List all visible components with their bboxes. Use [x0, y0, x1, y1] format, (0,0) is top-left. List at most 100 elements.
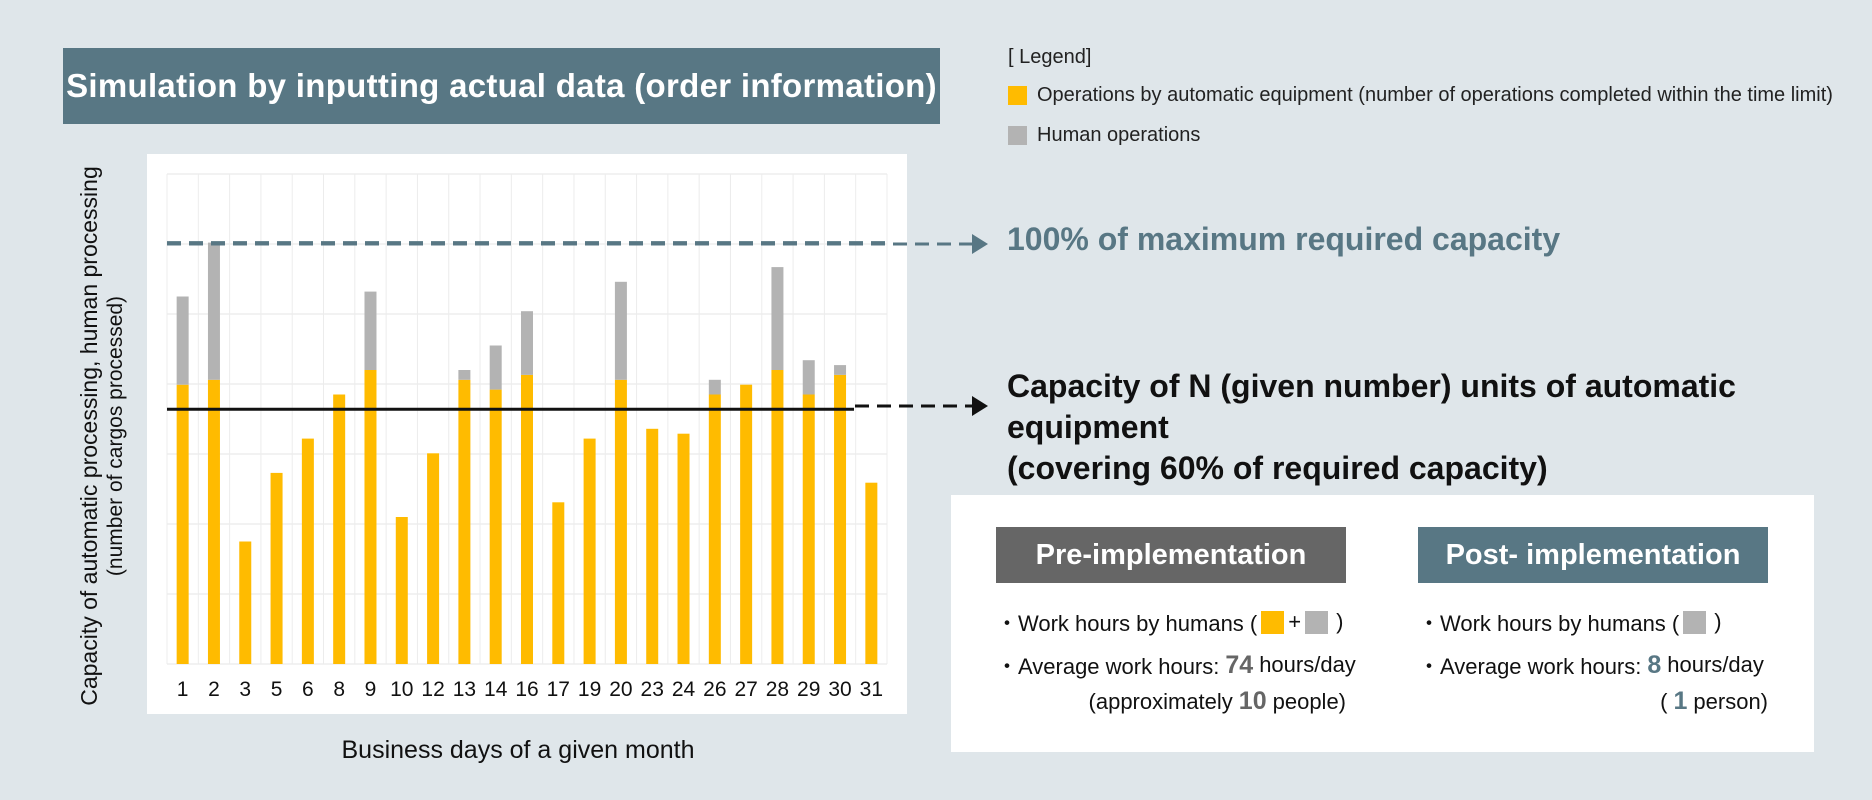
- bar-automatic: [708, 394, 721, 664]
- x-tick-label: 10: [390, 678, 413, 701]
- legend-swatch-automatic: [1008, 85, 1027, 105]
- bar-automatic: [395, 517, 408, 664]
- bar-automatic: [614, 379, 627, 664]
- x-tick-label: 14: [484, 678, 508, 701]
- x-tick-label: 27: [734, 678, 757, 701]
- bar-chart: 1 2 3 5 6 8 9 10 12 13 14 16 17 19 20 23 24 26 27 28 29 30 31: [166, 173, 888, 701]
- bar-automatic: [771, 370, 784, 664]
- post-people-suffix: person): [1693, 688, 1768, 714]
- bar-human: [708, 379, 721, 395]
- legend-label-human: Human operations: [1037, 123, 1201, 146]
- bar-automatic: [677, 433, 690, 664]
- post-average-hours-label: ・Average work hours:: [1418, 654, 1642, 679]
- post-close-paren: ): [1714, 609, 1722, 634]
- bar-automatic: [333, 394, 346, 664]
- post-hours-unit: hours/day: [1667, 652, 1764, 677]
- post-people-prefix: (: [1660, 688, 1668, 714]
- n-units-annotation-line2: (covering 60% of required capacity): [1007, 450, 1548, 486]
- bar-automatic: [489, 389, 502, 664]
- bar-human: [802, 360, 815, 395]
- bar-automatic: [740, 384, 753, 664]
- x-tick-label: 12: [421, 678, 444, 701]
- pre-plus-sign: +: [1288, 609, 1302, 634]
- post-average-hours-bullet: ・Average work hours: 8 hours/day: [1418, 649, 1764, 681]
- bar-automatic: [583, 438, 596, 664]
- bar-automatic: [802, 394, 815, 664]
- pre-average-hours-bullet: ・Average work hours: 74 hours/day: [996, 649, 1356, 681]
- post-hours-value: 8: [1647, 650, 1662, 679]
- x-tick-label: 26: [703, 678, 726, 701]
- pre-work-hours-text: ・Work hours by humans (: [996, 611, 1258, 636]
- bar-human: [207, 242, 220, 380]
- bar-automatic: [176, 384, 189, 664]
- x-tick-label: 29: [797, 678, 820, 701]
- x-tick-label: 2: [208, 678, 220, 701]
- pre-people-value: 10: [1238, 687, 1267, 715]
- bar-automatic: [301, 438, 314, 664]
- post-people-line: ( 1 person): [1660, 687, 1768, 716]
- x-tick-label: 24: [672, 678, 696, 701]
- legend: [ Legend] Operations by automatic equipm…: [1008, 46, 1833, 161]
- x-tick-label: 6: [302, 678, 314, 701]
- x-tick-label: 13: [453, 678, 476, 701]
- pre-people-prefix: (approximately: [1088, 688, 1233, 714]
- bar-human: [771, 267, 784, 370]
- bar-human: [176, 296, 189, 385]
- bar-human: [614, 281, 627, 380]
- bar-automatic: [834, 374, 847, 664]
- x-tick-label: 16: [515, 678, 538, 701]
- post-people-value: 1: [1673, 687, 1688, 715]
- bar-automatic: [552, 502, 565, 664]
- pre-average-hours-label: ・Average work hours:: [996, 654, 1220, 679]
- bar-automatic: [364, 370, 377, 664]
- pre-human-swatch: [1305, 610, 1329, 634]
- n-units-arrow-icon: [972, 396, 988, 416]
- bar-automatic: [427, 453, 440, 664]
- pre-automatic-swatch: [1261, 610, 1285, 634]
- chart-panel: 1 2 3 5 6 8 9 10 12 13 14 16 17 19 20 23 24 26 27 28 29 30 31: [147, 154, 907, 714]
- bar-automatic: [521, 374, 533, 664]
- pre-people-suffix: people): [1272, 688, 1346, 714]
- pre-hours-value: 74: [1225, 650, 1254, 679]
- bar-human: [489, 345, 502, 390]
- x-tick-label: 19: [578, 678, 601, 701]
- bar-human: [834, 365, 847, 375]
- x-tick-label: 1: [177, 678, 189, 701]
- n-units-annotation-line1: Capacity of N (given number) units of au…: [1007, 368, 1736, 445]
- x-tick-label: 17: [547, 678, 570, 701]
- x-axis-label: Business days of a given month: [341, 736, 695, 764]
- x-tick-label: 20: [609, 678, 632, 701]
- bar-human: [364, 291, 377, 370]
- x-tick-label: 3: [239, 678, 251, 701]
- post-work-hours-bullet: ・Work hours by humans ( ): [1418, 606, 1722, 638]
- n-units-annotation: Capacity of N (given number) units of au…: [1007, 366, 1872, 489]
- x-tick-label: 9: [365, 678, 377, 701]
- max-capacity-arrow-icon: [972, 234, 988, 254]
- bar-human: [458, 370, 471, 380]
- bar-human: [521, 311, 533, 375]
- legend-item-human: Human operations: [1008, 121, 1833, 149]
- x-tick-label: 23: [641, 678, 664, 701]
- x-tick-label: 30: [828, 678, 851, 701]
- y-axis-label: Capacity of automatic processing, human …: [62, 156, 142, 716]
- post-implementation-header: Post- implementation: [1418, 527, 1768, 583]
- comparison-panel: Pre-implementation Post- implementation …: [951, 495, 1814, 752]
- pre-implementation-header: Pre-implementation: [996, 527, 1346, 583]
- bar-automatic: [458, 379, 471, 664]
- post-work-hours-text: ・Work hours by humans (: [1418, 611, 1680, 636]
- bar-automatic: [270, 472, 283, 664]
- x-tick-label: 8: [333, 678, 345, 701]
- post-human-swatch: [1683, 610, 1707, 634]
- legend-label-automatic: Operations by automatic equipment (numbe…: [1037, 83, 1833, 106]
- y-axis-label-line2: (number of cargos processed): [104, 295, 127, 577]
- x-tick-label: 31: [860, 678, 883, 701]
- x-tick-label: 5: [271, 678, 283, 701]
- pre-hours-unit: hours/day: [1259, 652, 1356, 677]
- bar-automatic: [865, 482, 878, 664]
- pre-work-hours-bullet: ・Work hours by humans ( + ): [996, 606, 1343, 638]
- bar-automatic: [646, 428, 659, 664]
- pre-people-line: (approximately 10 people): [1089, 687, 1346, 716]
- page-title: Simulation by inputting actual data (ord…: [63, 48, 940, 124]
- y-axis-label-line1: Capacity of automatic processing, human …: [76, 166, 102, 706]
- max-capacity-annotation: 100% of maximum required capacity: [1007, 221, 1561, 257]
